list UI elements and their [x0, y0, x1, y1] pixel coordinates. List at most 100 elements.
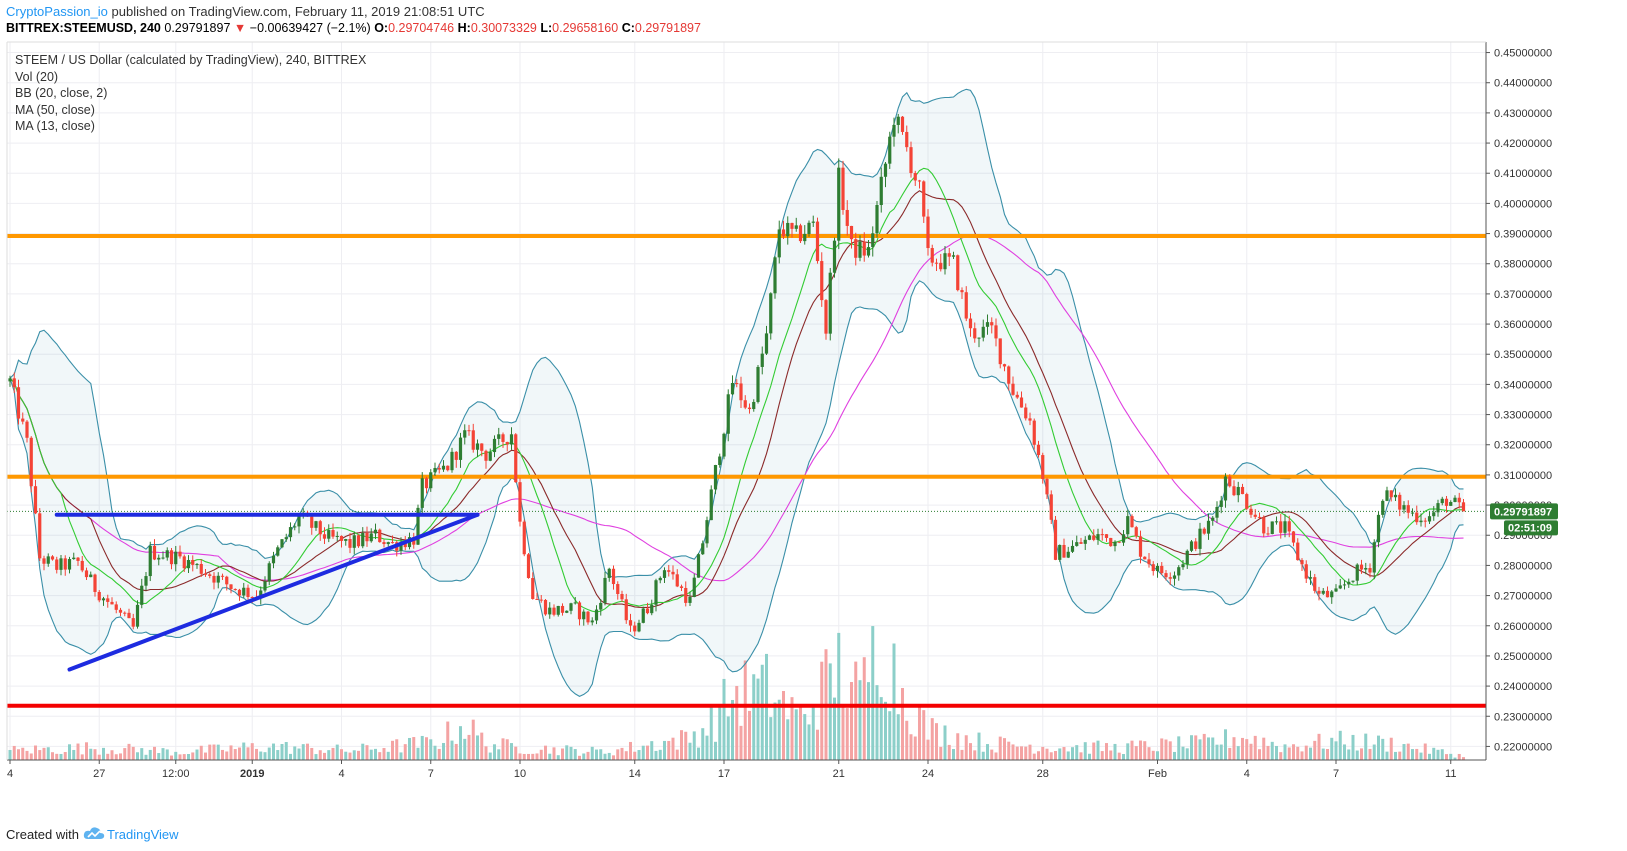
volume-bar [106, 753, 110, 760]
candle-body [1066, 551, 1070, 558]
candle-body [739, 383, 743, 401]
candle-body [1019, 397, 1024, 408]
volume-bar [1457, 753, 1461, 760]
x-tick-label: 7 [1333, 768, 1339, 780]
candle-body [858, 241, 862, 258]
volume-bar [399, 752, 403, 760]
volume-bar [739, 725, 743, 760]
volume-bar [531, 753, 535, 760]
volume-bar [301, 744, 305, 760]
volume-bar [246, 747, 250, 760]
candle-body [280, 539, 284, 548]
volume-bar [297, 748, 301, 760]
volume-bar [752, 674, 756, 760]
volume-bar [454, 743, 458, 760]
candle-body [692, 577, 696, 597]
volume-bar [484, 746, 488, 760]
volume-bar [1096, 740, 1100, 760]
volume-bar [943, 725, 947, 760]
candle-body [458, 437, 463, 460]
volume-bar [901, 688, 904, 760]
volume-bar [688, 742, 692, 760]
candle-body [637, 622, 641, 632]
volume-bar [480, 732, 484, 760]
candle-body [488, 452, 492, 461]
candle-body [577, 602, 582, 620]
candle-body [930, 248, 934, 263]
volume-bar [518, 753, 522, 760]
candle-body [1236, 486, 1240, 496]
volume-bar [102, 747, 105, 760]
candle-body [497, 434, 501, 439]
legend-bb[interactable]: BB (20, close, 2) [15, 86, 108, 101]
volume-bar [671, 737, 675, 760]
candle-body [25, 421, 29, 438]
y-tick-label: 0.25000000 [1494, 651, 1552, 663]
candle-body [786, 222, 790, 237]
last-price-badge [1490, 503, 1558, 520]
volume-bar [25, 750, 29, 760]
candle-body [165, 550, 169, 558]
candle-body [1075, 542, 1079, 546]
candle-body [1011, 383, 1015, 395]
candle-body [1092, 535, 1096, 540]
legend-ma50[interactable]: MA (50, close) [15, 102, 95, 117]
candle-body [267, 563, 271, 582]
candle-body [1313, 577, 1317, 591]
candle-body [590, 620, 594, 623]
volume-bar [170, 755, 173, 760]
volume-bar [1045, 748, 1049, 760]
candle-body [803, 233, 807, 242]
candle-body [424, 478, 429, 489]
volume-bar [471, 719, 475, 760]
candle-body [152, 545, 157, 560]
volume-bar [748, 710, 751, 760]
volume-bar [199, 745, 203, 760]
candle-body [650, 604, 654, 614]
volume-bar [12, 745, 16, 760]
bb-fill [10, 89, 1464, 697]
candle-body [246, 587, 250, 597]
volume-bar [255, 748, 258, 760]
candle-body [1355, 564, 1359, 581]
candle-body [446, 465, 450, 471]
volume-bar [599, 749, 603, 760]
volume-bar [412, 737, 416, 760]
candle-body [220, 575, 225, 577]
candle-body [38, 513, 42, 559]
candle-body [1419, 520, 1423, 523]
volume-bar [1185, 748, 1189, 760]
volume-bar [1445, 754, 1448, 760]
candle-body [1015, 394, 1019, 398]
volume-bar [1334, 741, 1338, 760]
candle-body [33, 486, 38, 514]
volume-bar [1049, 752, 1053, 760]
candle-body [641, 608, 645, 623]
candle-body [645, 608, 650, 614]
candle-body [1274, 521, 1279, 523]
volume-bar [144, 754, 148, 760]
candle-body [900, 116, 905, 132]
candle-body [199, 563, 203, 574]
volume-bar [556, 755, 560, 760]
legend-ma13[interactable]: MA (13, close) [15, 119, 95, 134]
candle-body [679, 586, 684, 588]
volume-bar [1423, 743, 1427, 760]
volume-bar [1258, 749, 1261, 760]
volume-bar [276, 750, 280, 760]
candle-body [611, 568, 616, 585]
volume-bar [238, 747, 241, 760]
author-link[interactable]: CryptoPassion_io [6, 4, 108, 19]
volume-bar [637, 750, 641, 760]
volume-bar [1275, 745, 1278, 760]
tradingview-brand[interactable]: TradingView [106, 827, 179, 842]
candle-body [539, 599, 543, 601]
x-tick-label: 4 [338, 768, 344, 780]
y-tick-label: 0.32000000 [1494, 440, 1552, 452]
legend-vol[interactable]: Vol (20) [15, 69, 59, 84]
volume-bar [352, 750, 356, 760]
volume-bar [1177, 736, 1181, 760]
candle-body [896, 116, 900, 125]
volume-bar [1355, 750, 1359, 760]
